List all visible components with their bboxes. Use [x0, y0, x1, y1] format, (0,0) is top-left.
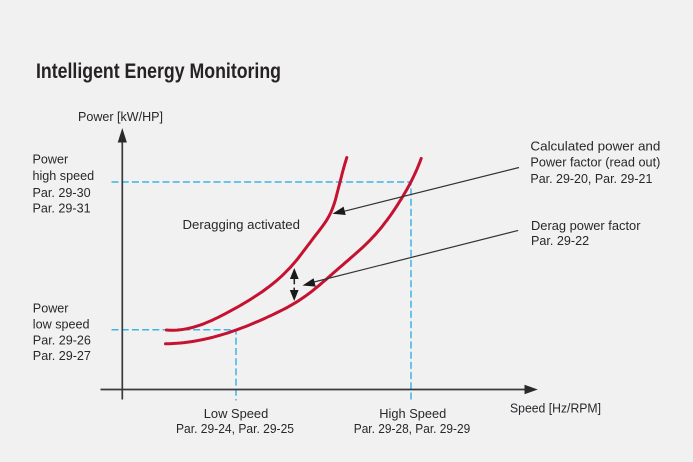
svg-text:Par. 29-22: Par. 29-22 — [531, 234, 589, 248]
svg-text:Par. 29-30: Par. 29-30 — [33, 186, 91, 200]
svg-text:high speed: high speed — [33, 169, 95, 183]
svg-text:Calculated power and: Calculated power and — [530, 140, 660, 154]
svg-text:Par. 29-20, Par. 29-21: Par. 29-20, Par. 29-21 — [530, 172, 652, 186]
svg-text:Par. 29-27: Par. 29-27 — [33, 349, 91, 363]
svg-text:Power factor (read out): Power factor (read out) — [530, 156, 660, 170]
svg-text:Intelligent Energy Monitoring: Intelligent Energy Monitoring — [36, 59, 281, 83]
svg-text:Par. 29-24, Par. 29-25: Par. 29-24, Par. 29-25 — [176, 422, 294, 436]
svg-text:Power [kW/HP]: Power [kW/HP] — [78, 110, 163, 124]
svg-text:Power: Power — [33, 153, 69, 167]
svg-text:High Speed: High Speed — [379, 407, 446, 421]
svg-text:low speed: low speed — [33, 317, 90, 331]
svg-text:Par. 29-31: Par. 29-31 — [33, 201, 91, 215]
svg-text:Par. 29-28, Par. 29-29: Par. 29-28, Par. 29-29 — [354, 422, 471, 436]
svg-text:Derag power factor: Derag power factor — [531, 219, 641, 233]
svg-text:Speed [Hz/RPM]: Speed [Hz/RPM] — [510, 401, 601, 415]
svg-text:Low Speed: Low Speed — [204, 407, 269, 421]
svg-text:Power: Power — [33, 302, 69, 316]
svg-text:Deragging activated: Deragging activated — [183, 218, 301, 232]
svg-text:Par. 29-26: Par. 29-26 — [33, 334, 91, 348]
